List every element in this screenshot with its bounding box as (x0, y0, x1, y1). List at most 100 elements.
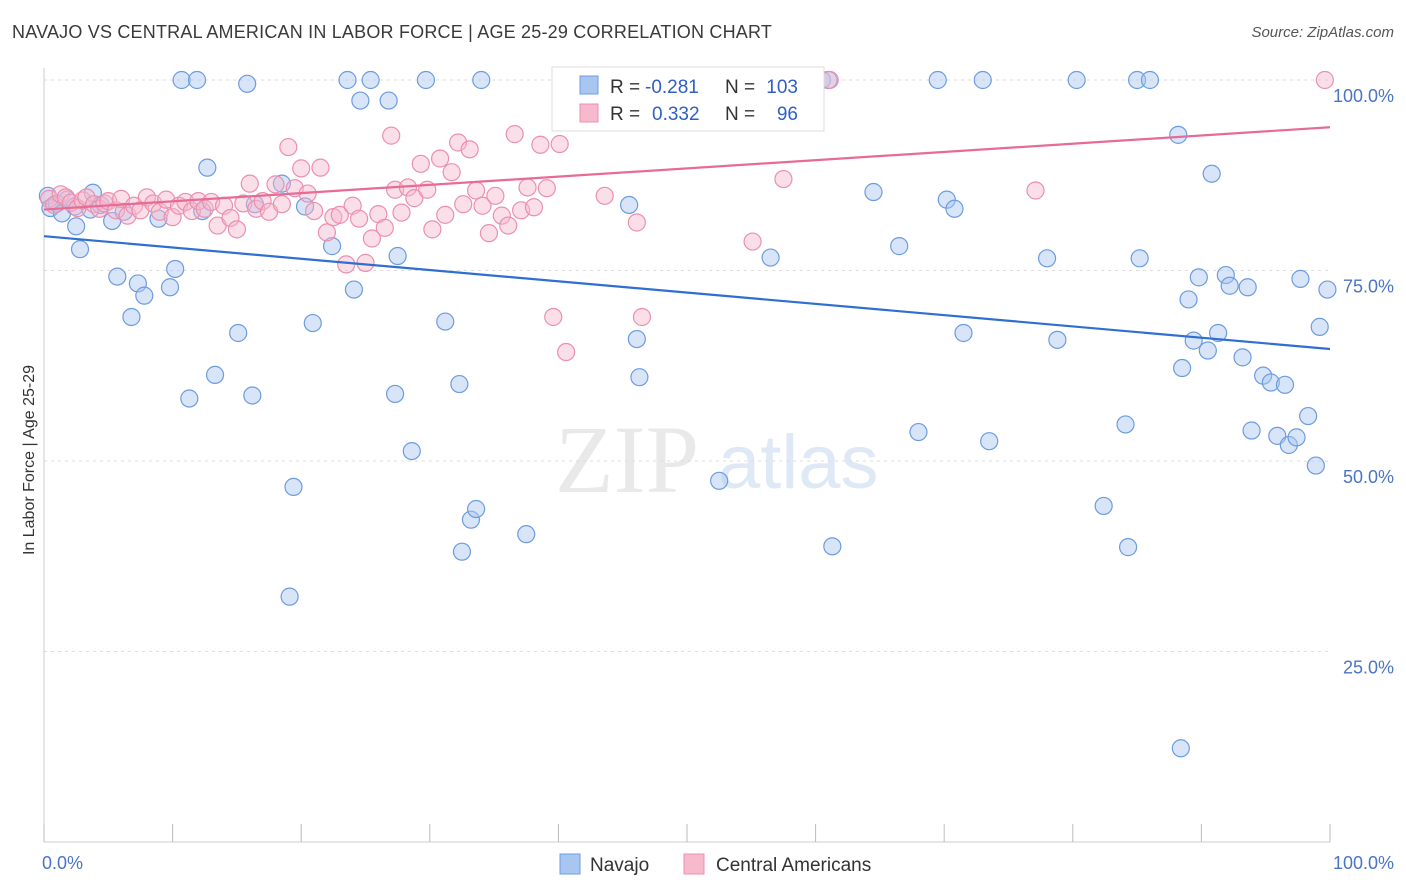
central-american-point-30 (221, 208, 240, 228)
central-american-point-86 (627, 213, 646, 232)
correlation-legend: R = -0.281 N = 103 R = 0.332 N = 96 (551, 66, 825, 132)
legend-n-value-navajo: 103 (766, 77, 798, 98)
navajo-point-32 (284, 477, 303, 497)
watermark-atlas: atlas (718, 420, 879, 505)
central-american-point-69 (466, 181, 486, 200)
bottom-legend-central: Central Americans (716, 855, 871, 876)
navajo-point-92 (1233, 348, 1252, 367)
central-american-point-82 (550, 134, 569, 154)
navajo-point-54 (627, 329, 646, 349)
navajo-point-48 (461, 510, 481, 529)
navajo-point-28 (243, 386, 262, 405)
navajo-point-47 (452, 542, 472, 561)
navajo-point-70 (973, 70, 992, 90)
navajo-point-7 (70, 240, 90, 259)
navajo-point-73 (1048, 330, 1067, 349)
navajo-point-38 (351, 91, 370, 110)
central-american-point-87 (632, 307, 652, 327)
navajo-points (38, 70, 1337, 758)
central-american-point-91 (743, 232, 762, 251)
navajo-point-46 (450, 374, 469, 394)
navajo-point-19 (166, 259, 185, 279)
navajo-point-89 (1209, 323, 1228, 343)
navajo-point-74 (1067, 70, 1086, 90)
navajo-point-98 (1275, 375, 1295, 394)
legend-n-label-navajo: N = (725, 77, 755, 98)
central-american-point-83 (557, 342, 576, 362)
central-american-point-67 (454, 195, 473, 214)
navajo-point-99 (1279, 435, 1298, 455)
navajo-point-37 (344, 280, 364, 299)
legend-n-value-central: 96 (777, 104, 798, 125)
central-american-point-38 (272, 195, 292, 214)
central-american-point-33 (240, 174, 259, 193)
navajo-point-25 (205, 365, 225, 384)
navajo-point-94 (1242, 421, 1261, 440)
navajo-point-86 (1189, 268, 1208, 287)
navajo-point-72 (1037, 249, 1057, 268)
y-tick-label-100: 100.0% (1333, 86, 1394, 106)
bottom-legend-navajo: Navajo (590, 855, 649, 876)
legend-swatch-central (579, 103, 599, 123)
navajo-point-105 (1318, 280, 1337, 299)
navajo-point-27 (238, 74, 257, 93)
navajo-point-31 (280, 587, 299, 606)
navajo-point-26 (229, 323, 248, 343)
navajo-point-96 (1261, 373, 1280, 392)
central-american-point-68 (460, 140, 479, 159)
central-american-point-74 (499, 216, 518, 235)
x-tick-label-0: 0.0% (42, 853, 83, 873)
navajo-point-63 (864, 182, 883, 202)
central-american-point-43 (304, 201, 324, 221)
navajo-point-104 (1310, 317, 1329, 336)
navajo-point-65 (909, 422, 928, 442)
navajo-point-12 (108, 267, 127, 286)
chart-source: Source: ZipAtlas.com (1251, 24, 1394, 41)
navajo-point-82 (1173, 358, 1192, 378)
navajo-point-81 (1169, 125, 1188, 144)
central-american-point-66 (448, 133, 468, 152)
central-american-point-71 (479, 224, 499, 243)
central-american-point-93 (774, 169, 793, 189)
chart-title: NAVAJO VS CENTRAL AMERICAN IN LABOR FORC… (12, 22, 773, 42)
navajo-point-16 (135, 286, 154, 305)
navajo-point-102 (1299, 406, 1318, 426)
gridlines (44, 79, 1330, 652)
central-american-point-55 (382, 126, 401, 145)
central-american-point-54 (375, 218, 394, 237)
navajo-point-66 (928, 70, 947, 90)
central-american-point-95 (1026, 181, 1045, 200)
navajo-point-90 (1216, 265, 1235, 285)
bottom-legend-swatch-navajo (559, 853, 581, 875)
navajo-point-21 (180, 389, 199, 408)
navajo-point-79 (1130, 249, 1149, 268)
series-legend: Navajo Central Americans (559, 853, 871, 876)
watermark-zip: ZIP (555, 406, 699, 513)
central-american-point-72 (486, 186, 505, 205)
x-axis-ticks (43, 824, 1331, 842)
bottom-legend-swatch-central (683, 853, 705, 875)
legend-r-value-central: 0.332 (652, 104, 700, 125)
central-american-point-73 (492, 206, 511, 225)
x-tick-label-100: 100.0% (1333, 853, 1394, 873)
navajo-point-77 (1118, 538, 1138, 557)
navajo-point-41 (385, 384, 405, 404)
navajo-point-75 (1094, 496, 1113, 516)
legend-n-label-central: N = (725, 104, 755, 125)
navajo-point-49 (466, 499, 486, 519)
y-axis-label: In Labor Force | Age 25-29 (21, 365, 38, 555)
navajo-point-57 (710, 471, 729, 490)
navajo-point-42 (388, 246, 407, 266)
central-american-point-63 (430, 149, 450, 168)
y-tick-label-25: 25.0% (1343, 658, 1394, 678)
legend-swatch-navajo (579, 75, 599, 95)
trend-lines (43, 126, 1331, 351)
navajo-point-85 (1184, 331, 1203, 350)
navajo-point-40 (379, 91, 398, 110)
central-american-point-41 (292, 159, 311, 178)
central-american-point-48 (337, 255, 356, 274)
navajo-point-71 (980, 432, 999, 451)
central-american-point-31 (227, 220, 246, 239)
central-american-point-77 (518, 178, 537, 197)
y-tick-label-50: 50.0% (1343, 467, 1394, 487)
